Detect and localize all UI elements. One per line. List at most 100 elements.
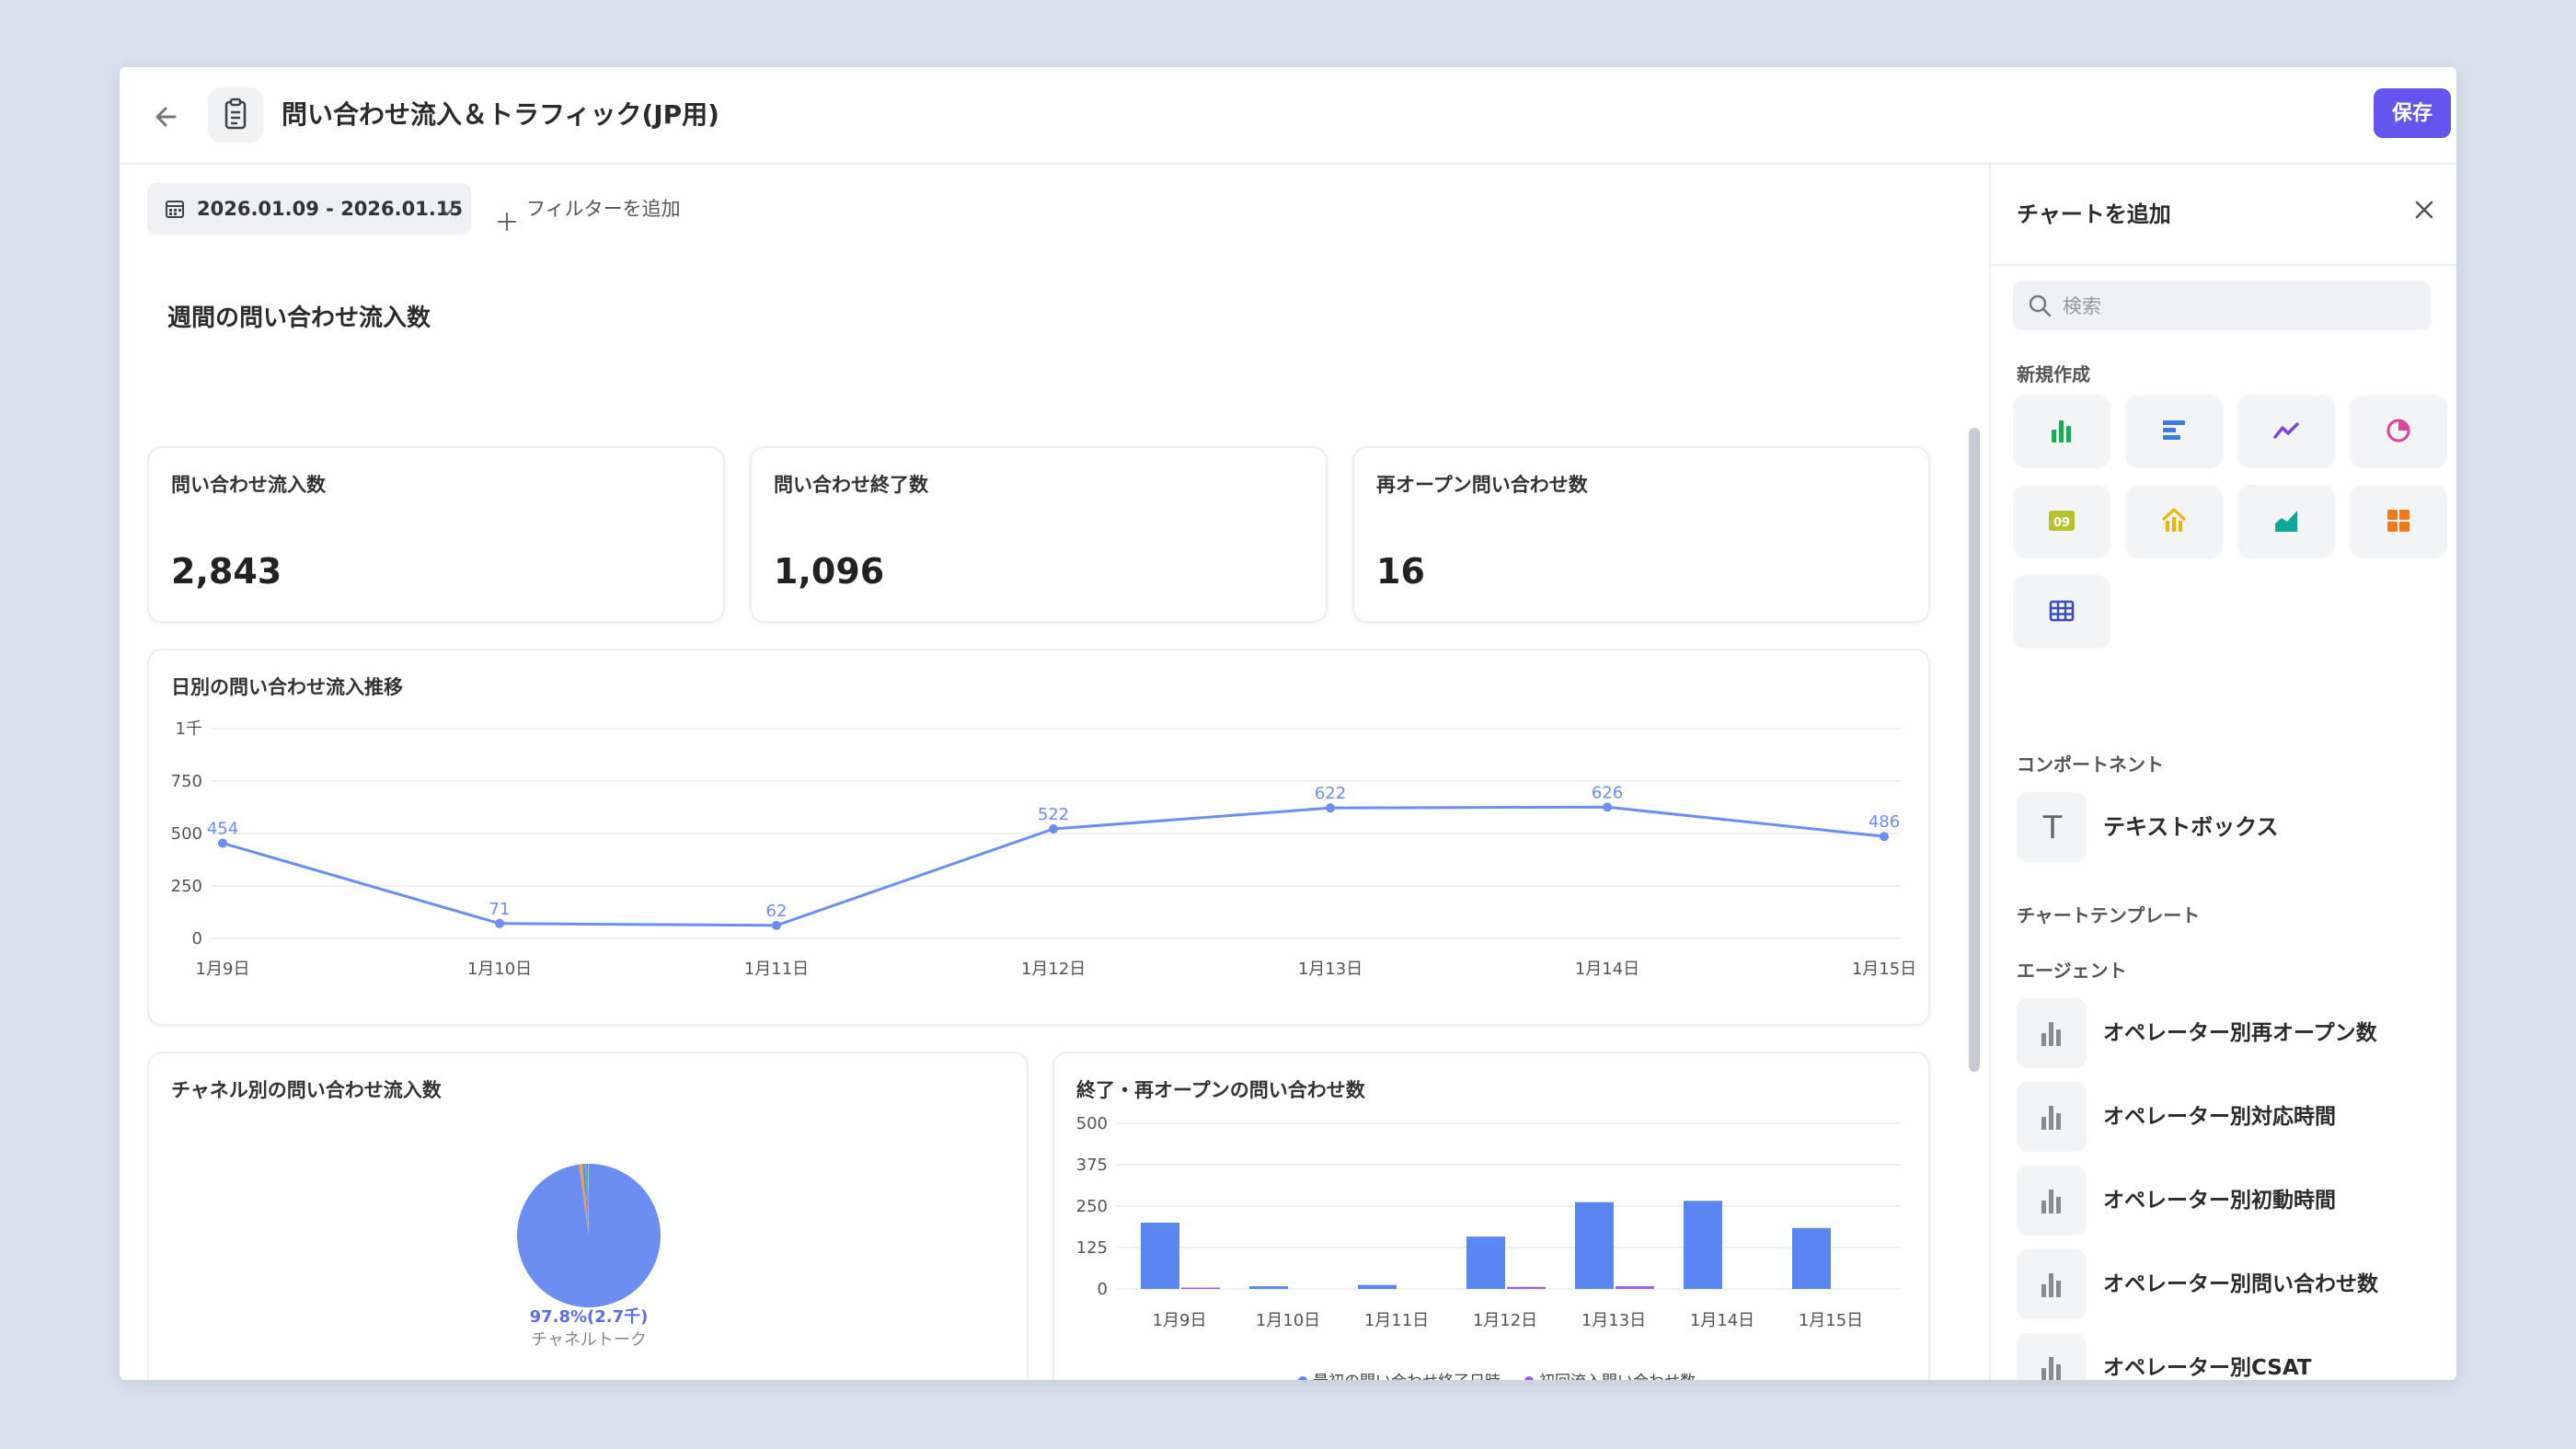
bar (1575, 1202, 1614, 1289)
x-tick-label: 1月14日 (1575, 960, 1639, 979)
bar (1507, 1286, 1546, 1289)
main-content: 2026.01.09 - 2026.01.15 フィルターを追加 週間の問い合わ… (120, 165, 1989, 1380)
section-title: 週間の問い合わせ流入数 (167, 305, 431, 332)
tile-area-chart[interactable] (2237, 485, 2335, 558)
template-item[interactable]: オペレーター別初動時間 (2017, 1166, 2421, 1236)
agent-label: エージェント (2017, 960, 2127, 982)
y-tick-label: 125 (1076, 1238, 1108, 1258)
textbox-label: テキストボックス (2103, 814, 2279, 840)
closed-reopen-card[interactable]: 終了・再オープンの問い合わせ数 500 375 250 125 0 1月9日 1月… (1052, 1052, 1930, 1380)
search-box[interactable] (2013, 281, 2431, 332)
tile-table[interactable] (2013, 575, 2110, 649)
kpi-value: 16 (1376, 551, 1425, 592)
pie-callout-name: チャネルトーク (531, 1330, 647, 1350)
bar-chart-icon (2052, 420, 2071, 443)
plus-icon (497, 200, 517, 251)
tile-pie-chart[interactable] (2350, 395, 2447, 468)
y-tick-label: 1千 (176, 719, 202, 739)
add-filter-label: フィルターを追加 (526, 198, 681, 220)
template-item[interactable]: オペレーター別再オープン数 (2017, 998, 2421, 1068)
x-tick-label: 1月9日 (1153, 1311, 1207, 1330)
tile-bar-chart[interactable] (2013, 395, 2110, 468)
kpi-label: 問い合わせ終了数 (774, 474, 928, 496)
tile-number[interactable]: 09 (2013, 485, 2110, 558)
x-tick-label: 1月11日 (744, 960, 809, 979)
back-arrow-icon[interactable] (147, 97, 188, 137)
bar-chart-icon (2017, 1333, 2087, 1380)
tile-line-chart[interactable] (2237, 395, 2335, 468)
add-filter-button[interactable]: フィルターを追加 (493, 183, 681, 235)
template-item[interactable]: オペレーター別CSAT (2017, 1333, 2421, 1380)
template-label: オペレーター別問い合わせ数 (2103, 1272, 2378, 1296)
textbox-component[interactable]: T テキストボックス (2017, 792, 2421, 862)
data-point (1049, 823, 1058, 834)
template-label: オペレーター別対応時間 (2103, 1105, 2336, 1129)
bar (1792, 1227, 1831, 1289)
pie-slice (586, 1164, 589, 1236)
close-icon[interactable] (2410, 196, 2438, 224)
template-item[interactable]: オペレーター別問い合わせ数 (2017, 1249, 2421, 1319)
pie-slice (582, 1164, 589, 1236)
kpi-card-reopen[interactable]: 再オープン問い合わせ数 16 (1352, 446, 1930, 623)
bar (1616, 1286, 1654, 1289)
search-icon (2028, 293, 2052, 321)
kpi-value: 2,843 (171, 551, 282, 592)
x-tick-label: 1月15日 (1799, 1311, 1863, 1330)
tile-grid[interactable] (2350, 485, 2447, 558)
bar-chart-icon (2017, 998, 2087, 1068)
data-label: 522 (1038, 805, 1069, 824)
tile-horizontal-bar-chart[interactable] (2125, 395, 2223, 468)
kpi-card-inflow[interactable]: 問い合わせ流入数 2,843 (147, 446, 725, 623)
template-label: オペレーター別初動時間 (2103, 1189, 2336, 1213)
y-tick-label: 500 (1076, 1114, 1108, 1133)
kpi-label: 問い合わせ流入数 (171, 474, 326, 496)
data-label: 622 (1315, 784, 1346, 803)
y-tick-label: 250 (1076, 1197, 1108, 1216)
data-point (1603, 802, 1612, 812)
line-chart-icon (2273, 422, 2299, 439)
panel-title: チャートを追加 (2017, 201, 2171, 227)
y-tick-label: 500 (171, 824, 202, 844)
kpi-label: 再オープン問い合わせ数 (1376, 474, 1588, 496)
closed-reopen-chart: 500 375 250 125 0 1月9日 1月10日 1月11日 1月12日 1月1… (1076, 1114, 1901, 1380)
x-tick-label: 1月15日 (1852, 960, 1916, 979)
svg-text:T: T (2042, 812, 2063, 842)
y-tick-label: 0 (192, 929, 202, 949)
bar (1249, 1286, 1288, 1289)
search-input[interactable] (2061, 281, 2414, 332)
x-tick-label: 1月9日 (196, 960, 250, 979)
save-button[interactable]: 保存 (2374, 88, 2451, 138)
data-point (495, 918, 504, 928)
data-label: 71 (489, 900, 511, 919)
data-label: 454 (207, 819, 238, 838)
pie-callout-value: 97.8%(2.7千) (530, 1307, 649, 1327)
data-point (1880, 832, 1889, 842)
template-item[interactable]: オペレーター別対応時間 (2017, 1082, 2421, 1152)
x-tick-label: 1月10日 (467, 960, 532, 979)
bar (1358, 1284, 1397, 1289)
daily-trend-chart: 1千 750 500 250 0 454 71 62 522 622 626 486 1月9… (171, 719, 1917, 979)
data-label: 62 (766, 902, 788, 921)
bar (1466, 1236, 1505, 1289)
daily-trend-card[interactable]: 日別の問い合わせ流入推移 1千 750 500 250 0 454 71 62 522… (147, 649, 1930, 1026)
panel-divider (1991, 264, 2456, 266)
pie-chart-icon (2386, 419, 2410, 443)
template-label: オペレーター別CSAT (2103, 1356, 2312, 1380)
date-range-text: 2026.01.09 - 2026.01.15 (197, 198, 464, 220)
date-range-selector[interactable]: 2026.01.09 - 2026.01.15 (147, 183, 471, 235)
clipboard-icon (208, 87, 263, 143)
legend-label: 最初の問い合わせ終了日時 (1313, 1373, 1501, 1380)
dashboard-window: 問い合わせ流入＆トラフィック(JP用) 保存 2026.01.09 - 2026… (120, 67, 2456, 1380)
bar (1684, 1201, 1722, 1289)
channel-pie-card[interactable]: チャネル別の問い合わせ流入数 97.8%(2.7千) チャネルトーク チャネルト… (147, 1052, 1029, 1380)
horizontal-bar-chart-icon (2163, 420, 2185, 440)
text-t-icon: T (2017, 792, 2087, 862)
x-tick-label: 1月13日 (1581, 1311, 1646, 1330)
bar-chart-icon (2017, 1166, 2087, 1236)
x-tick-label: 1月14日 (1690, 1311, 1754, 1330)
bar (1181, 1287, 1220, 1289)
main-scrollbar[interactable] (1969, 428, 1980, 1072)
kpi-card-closed[interactable]: 問い合わせ終了数 1,096 (750, 446, 1328, 623)
chevron-down-icon (440, 201, 454, 224)
tile-funnel[interactable] (2125, 485, 2223, 558)
